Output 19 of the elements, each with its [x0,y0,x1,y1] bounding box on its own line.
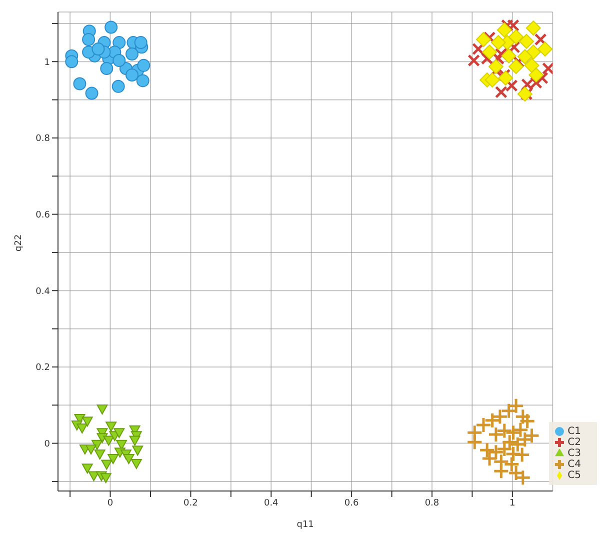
y-tick-label: 0 [44,439,50,450]
y-tick-label: 0.8 [36,134,50,144]
x-tick-label: 0.2 [184,498,198,508]
y-tick-label: 1 [44,58,50,68]
x-tick-label: 0 [107,498,114,508]
x-tick-label: 0.6 [344,498,359,508]
x-tick-label: 1 [510,498,516,508]
x-tick-label: 0.8 [424,498,440,508]
x-tick-label: 0.4 [264,498,279,508]
legend-label: C4 [568,459,581,470]
x-axis-title: q11 [296,520,314,530]
legend-label: C5 [568,470,581,481]
legend-label: C1 [568,426,581,437]
y-tick-label: 0.4 [36,286,50,297]
y-tick-label: 0.6 [36,210,50,220]
y-axis-title: q22 [14,234,24,252]
y-tick-label: 0.2 [36,363,50,374]
legend-label: C2 [568,437,581,448]
legend-label: C3 [568,448,581,459]
